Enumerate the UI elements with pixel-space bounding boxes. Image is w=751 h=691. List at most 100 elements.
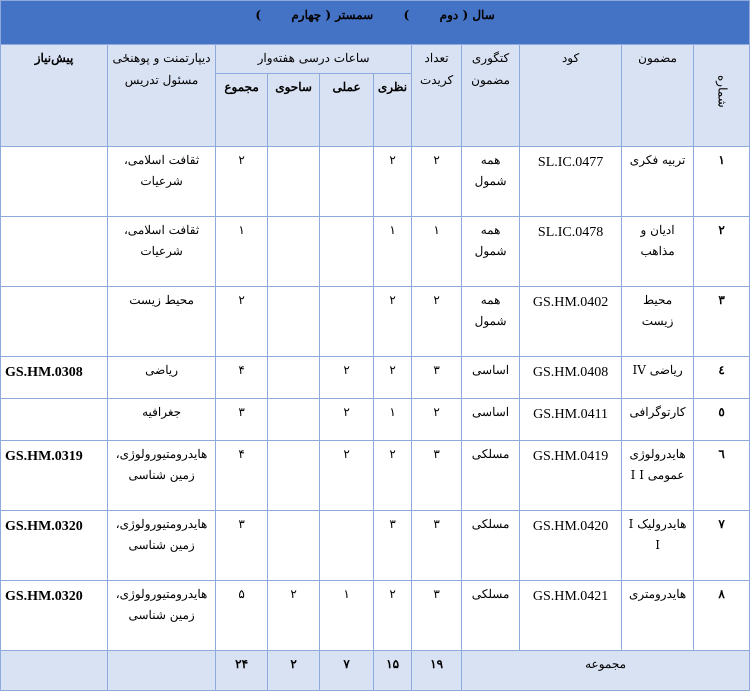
row-theory: ٢ [373,285,413,357]
row-practical: ٢ [319,397,375,441]
row-code: SL.IC.0478 [519,215,623,287]
row-prerequisite [0,285,109,357]
row-department: ثقافت اسلامی، شرعیات [107,145,217,217]
totals-total: ٢۴ [215,649,269,691]
totals-field: ٢ [267,649,321,691]
row-credits: ٣ [411,355,463,399]
row-theory: ٢ [373,439,413,511]
row-code: GS.HM.0419 [519,439,623,511]
row-total: ۴ [215,439,269,511]
row-number: ٢ [693,215,751,287]
row-total: ٢ [215,285,269,357]
row-field [267,355,321,399]
row-number: ٦ [693,439,751,511]
row-field [267,215,321,287]
header-total: مجموع [215,72,269,147]
row-code: GS.HM.0411 [519,397,623,441]
row-credits: ٢ [411,285,463,357]
semester-open-paren: ( [325,8,332,22]
row-theory: ١ [373,215,413,287]
row-subject: تربیه فکری [621,145,695,217]
row-category: مسلکی [461,579,521,651]
header-prerequisite: پیش‌نیاز [0,44,109,147]
row-number: ٨ [693,579,751,651]
header-number: شماره [693,44,751,147]
row-department: هایدرومتیورولوژی، زمین شناسی [107,509,217,581]
year-close-paren: ) [403,8,410,22]
row-theory: ٢ [373,145,413,217]
header-theory: نظری [373,72,413,147]
row-practical [319,509,375,581]
header-practical: عملی [319,72,375,147]
row-code: GS.HM.0420 [519,509,623,581]
row-credits: ٢ [411,145,463,217]
row-code: GS.HM.0408 [519,355,623,399]
row-category: همه شمول [461,145,521,217]
row-credits: ٢ [411,397,463,441]
row-practical [319,215,375,287]
row-number: ١ [693,145,751,217]
table-row: ٨ هایدرومتری GS.HM.0421 مسلکی ٣ ٢ ١ ٢ ۵ … [0,579,751,651]
row-theory: ١ [373,397,413,441]
semester-value: چهارم [291,8,322,22]
semester-banner: سال ( دوم ) سمستر ( چهارم ) [0,0,751,45]
row-practical: ٢ [319,439,375,511]
row-department: هایدرومتیورولوژی، زمین شناسی [107,439,217,511]
year-open-paren: ( [462,8,469,22]
row-subject: ریاضی IV [621,355,695,399]
year-label: سال [472,8,495,22]
row-subject: ادیان و مذاهب [621,215,695,287]
row-theory: ٢ [373,579,413,651]
banner-cell: سال ( دوم ) سمستر ( چهارم ) [0,0,751,45]
header-credits: تعداد کریدت [411,44,463,147]
row-credits: ٣ [411,509,463,581]
row-department: محیط زیست [107,285,217,357]
table-row: ١ تربیه فکری SL.IC.0477 همه شمول ٢ ٢ ٢ ث… [0,145,751,217]
totals-row: مجموعه ١٩ ١۵ ٧ ٢ ٢۴ [0,649,751,691]
row-subject: هایدرولوژی عمومی I I [621,439,695,511]
row-code: GS.HM.0421 [519,579,623,651]
header-subject: مضمون [621,44,695,147]
row-department: جغرافیه [107,397,217,441]
table-row: ٢ ادیان و مذاهب SL.IC.0478 همه شمول ١ ١ … [0,215,751,287]
row-number: ٣ [693,285,751,357]
row-practical [319,145,375,217]
row-subject: کارتوگرافی [621,397,695,441]
row-category: همه شمول [461,215,521,287]
row-total: ٣ [215,397,269,441]
table-row: ٧ هایدرولیک I I GS.HM.0420 مسلکی ٣ ٣ ٣ ه… [0,509,751,581]
row-prerequisite: GS.HM.0319 [0,439,109,511]
row-number: ٧ [693,509,751,581]
row-code: GS.HM.0402 [519,285,623,357]
totals-practical: ٧ [319,649,375,691]
row-category: مسلکی [461,439,521,511]
row-practical: ١ [319,579,375,651]
row-prerequisite: GS.HM.0320 [0,509,109,581]
row-prerequisite [0,145,109,217]
row-total: ۴ [215,355,269,399]
row-department: ثقافت اسلامی، شرعیات [107,215,217,287]
header-row-2: نظری عملی ساحوی مجموع [1,72,750,147]
row-field [267,509,321,581]
row-field [267,439,321,511]
row-practical [319,285,375,357]
row-department: ریاضی [107,355,217,399]
table-row: ٣ محیط زیست GS.HM.0402 همه شمول ٢ ٢ ٢ مح… [0,285,751,357]
row-category: همه شمول [461,285,521,357]
row-field: ٢ [267,579,321,651]
row-category: اساسی [461,397,521,441]
row-subject: هایدرومتری [621,579,695,651]
row-number: ٤ [693,355,751,399]
row-total: ۵ [215,579,269,651]
row-department: هایدرومتیورولوژی، زمین شناسی [107,579,217,651]
header-field: ساحوی [267,72,321,147]
semester-close-paren: ) [255,8,261,22]
row-theory: ٢ [373,355,413,399]
row-subject: محیط زیست [621,285,695,357]
row-total: ١ [215,215,269,287]
row-practical: ٢ [319,355,375,399]
row-field [267,285,321,357]
row-prerequisite [0,215,109,287]
